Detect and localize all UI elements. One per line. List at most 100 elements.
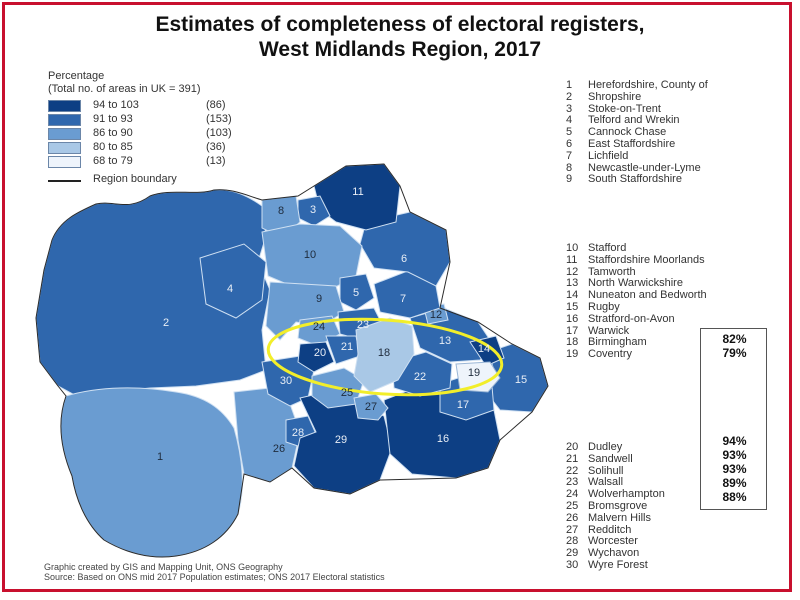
area-name: South Staffordshire	[588, 173, 682, 186]
area-name: Wychavon	[588, 547, 640, 560]
area-name-item: 27 Redditch	[566, 523, 665, 537]
area-name: Wyre Forest	[588, 558, 648, 571]
map-label-6: 6	[401, 253, 407, 265]
area-number: 9	[566, 173, 573, 186]
map-title-line1: Estimates of completeness of electoral r…	[155, 13, 645, 36]
area-number: 30	[566, 558, 579, 571]
area-name-item: 20 Dudley	[566, 441, 665, 454]
area-number: 10	[566, 242, 579, 254]
map-label-13: 13	[439, 335, 451, 347]
legend-count: (86)	[206, 99, 226, 111]
legend-range: 91 to 93	[93, 113, 133, 125]
boundary-line-symbol	[48, 180, 81, 182]
area-name: Coventry	[588, 348, 633, 361]
area-name: Stafford	[588, 242, 627, 254]
area-name-item: 5 Cannock Chase	[566, 126, 708, 139]
area-name: Wolverhampton	[588, 488, 665, 501]
legend: Percentage (Total no. of areas in UK = 3…	[48, 70, 288, 185]
map-label-8: 8	[278, 205, 284, 217]
area-name-item: 25 Bromsgrove	[566, 499, 665, 513]
area-number: 1	[566, 79, 573, 91]
area-name-item: 21 Sandwell	[566, 452, 665, 466]
area-name-item: 18 Birmingham	[566, 336, 707, 349]
area-name: Lichfield	[588, 149, 629, 162]
percentages-box: 82% 79% 94% 93% 93% 89% 88%	[700, 328, 767, 510]
region-boundary	[35, 163, 549, 558]
area-number: 16	[566, 312, 579, 325]
map-label-24: 24	[313, 321, 325, 333]
map-label-30: 30	[280, 375, 292, 387]
area-name: Dudley	[588, 441, 623, 453]
area-name-item: 4 Telford and Wrekin	[566, 114, 708, 127]
map-label-14: 14	[478, 343, 490, 355]
map-label-1: 1	[157, 451, 163, 463]
legend-range: 86 to 90	[93, 127, 133, 139]
area-name: North Warwickshire	[588, 277, 683, 290]
legend-swatch	[48, 128, 81, 140]
legend-swatch	[48, 100, 81, 112]
highlight-ellipse	[266, 317, 504, 397]
map-label-25: 25	[341, 387, 353, 399]
map-label-3: 3	[310, 204, 316, 216]
area-number: 22	[566, 464, 579, 477]
legend-count: (153)	[206, 113, 232, 125]
area-name: Nuneaton and Bedworth	[588, 289, 707, 302]
area-name: Telford and Wrekin	[588, 114, 680, 127]
map-area-14	[469, 335, 505, 367]
area-name-item: 10 Stafford	[566, 242, 707, 255]
map-label-11: 11	[352, 186, 363, 198]
map-label-12: 12	[430, 309, 442, 321]
legend-range: 80 to 85	[93, 141, 133, 153]
area-name: Tamworth	[588, 265, 636, 278]
map-label-9: 9	[316, 293, 322, 305]
area-name: Newcastle-under-Lyme	[588, 161, 701, 174]
area-number: 24	[566, 488, 579, 501]
area-number: 20	[566, 441, 579, 453]
area-number: 14	[566, 289, 579, 302]
area-name: Stoke-on-Trent	[588, 102, 661, 115]
pct-walsall: 89%	[722, 476, 747, 490]
map-label-19: 19	[468, 367, 480, 379]
area-name: Birmingham	[588, 336, 647, 349]
area-number: 26	[566, 511, 579, 524]
area-names-group-3: 20 Dudley 21 Sandwell 22 Solihull 23 Walsall 24 W…	[566, 441, 665, 572]
area-name: Staffordshire Moorlands	[588, 253, 705, 266]
map-label-27: 27	[365, 401, 377, 413]
area-name-item: 23 Walsall	[566, 476, 665, 489]
legend-range: 94 to 103	[93, 99, 139, 111]
legend-swatch	[48, 142, 81, 154]
area-number: 29	[566, 547, 579, 560]
pct-sandwell: 93%	[722, 448, 747, 462]
area-name-item: 16 Stratford-on-Avon	[566, 312, 707, 326]
legend-boundary-label: Region boundary	[93, 173, 177, 185]
map-label-22: 22	[414, 371, 426, 383]
area-name-item: 11 Staffordshire Moorlands	[566, 253, 707, 267]
map-label-17: 17	[457, 399, 469, 411]
legend-title: Percentage	[48, 70, 105, 82]
legend-item: 80 to 85 (36)	[48, 141, 288, 155]
area-name-item: 7 Lichfield	[566, 149, 708, 163]
area-name-item: 2 Shropshire	[566, 91, 708, 104]
pct-dudley: 94%	[722, 434, 747, 448]
legend-count: (103)	[206, 127, 232, 139]
area-name-item: 1 Herefordshire, County of	[566, 79, 708, 92]
area-number: 21	[566, 452, 579, 465]
map-label-23: 23	[357, 319, 369, 331]
area-number: 3	[566, 102, 573, 115]
area-name: Redditch	[588, 523, 632, 536]
footer-source: Source: Based on ONS mid 2017 Population…	[44, 572, 385, 582]
area-name-item: 12 Tamworth	[566, 265, 707, 279]
legend-boundary-item: Region boundary	[48, 173, 288, 187]
area-name-item: 6 East Staffordshire	[566, 137, 708, 151]
area-name: Rugby	[588, 300, 620, 313]
area-number: 23	[566, 476, 579, 489]
area-name: Warwick	[588, 324, 630, 337]
area-number: 6	[566, 137, 573, 150]
area-name: Sandwell	[588, 452, 633, 465]
map-label-5: 5	[353, 287, 359, 299]
area-name: Bromsgrove	[588, 499, 648, 512]
area-name-item: 19 Coventry	[566, 348, 707, 361]
area-name: Stratford-on-Avon	[588, 312, 675, 325]
map-label-28: 28	[292, 427, 304, 439]
